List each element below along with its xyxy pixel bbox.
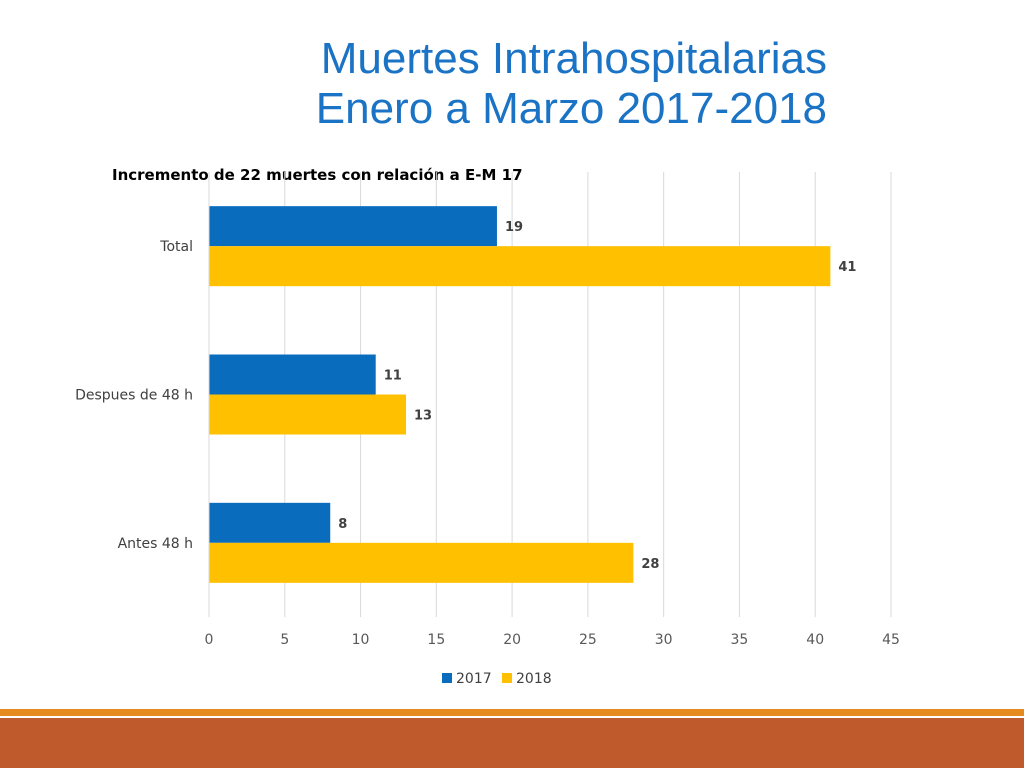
legend-swatch — [442, 673, 452, 683]
slide-title-line-2: Enero a Marzo 2017-2018 — [315, 84, 827, 133]
bar — [209, 206, 497, 247]
legend-swatch — [502, 673, 512, 683]
legend-label: 2017 — [456, 671, 492, 687]
x-tick-label: 10 — [352, 632, 370, 648]
category-label: Total — [159, 239, 193, 255]
x-tick-label: 5 — [280, 632, 289, 648]
bars — [209, 206, 831, 583]
x-tick-label: 35 — [731, 632, 749, 648]
x-tick-label: 45 — [882, 632, 900, 648]
category-label: Antes 48 h — [118, 536, 193, 552]
bar — [209, 502, 331, 543]
slide-title-line-1: Muertes Intrahospitalarias — [320, 34, 827, 83]
data-label: 19 — [505, 220, 523, 235]
data-label: 11 — [384, 369, 402, 384]
bar — [209, 542, 634, 583]
bar — [209, 246, 831, 287]
footer-divider — [0, 716, 1024, 718]
x-tick-label: 0 — [205, 632, 214, 648]
footer-band — [0, 718, 1024, 768]
data-label: 41 — [838, 260, 856, 275]
legend: 2017 2018 — [442, 671, 552, 687]
category-label: Despues de 48 h — [75, 388, 193, 404]
data-label: 8 — [338, 517, 347, 532]
x-tick-label: 20 — [503, 632, 521, 648]
x-tick-label: 15 — [427, 632, 445, 648]
chart-title: Incremento de 22 muertes con relación a … — [112, 166, 523, 184]
data-label: 28 — [641, 557, 659, 572]
bar — [209, 394, 407, 435]
x-tick-label: 30 — [655, 632, 673, 648]
axes: 0 5 10 15 20 25 30 35 40 45 Total Despues de 48 h An… — [75, 172, 900, 648]
legend-label: 2018 — [516, 671, 552, 687]
bar-chart: Incremento de 22 muertes con relación a … — [75, 166, 900, 687]
bar — [209, 354, 376, 395]
slide-title: Muertes Intrahospitalarias Enero a Marzo… — [316, 34, 827, 134]
footer-accent-strip — [0, 709, 1024, 716]
x-tick-label: 25 — [579, 632, 597, 648]
x-tick-label: 40 — [806, 632, 824, 648]
data-labels: 19 41 11 13 8 28 — [338, 220, 856, 572]
data-label: 13 — [414, 409, 432, 424]
